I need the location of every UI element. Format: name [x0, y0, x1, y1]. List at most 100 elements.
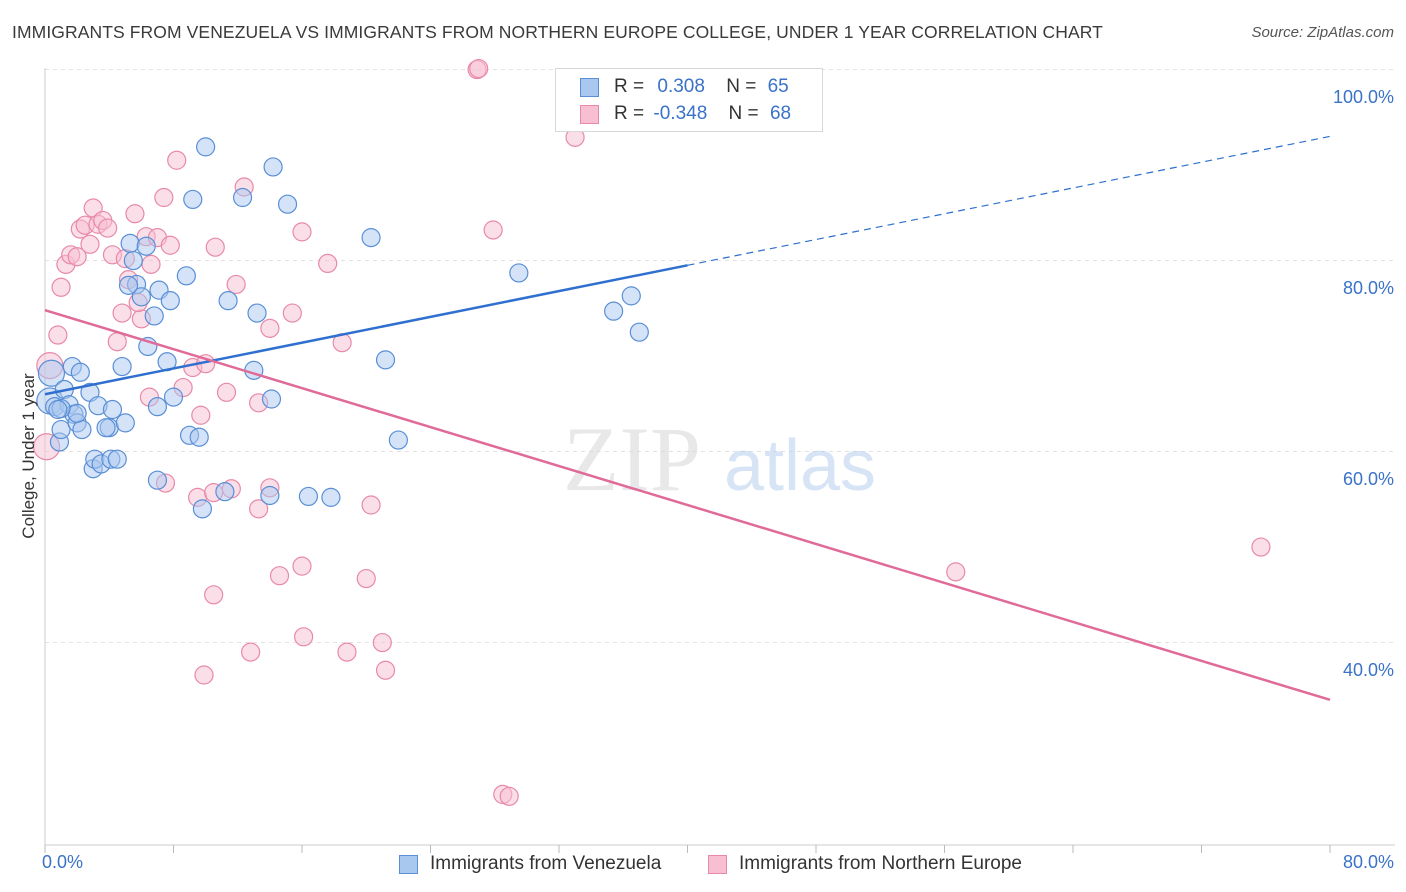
data-point-venezuela	[123, 250, 143, 271]
data-point-venezuela	[70, 362, 90, 382]
regression-extension-venezuela	[687, 135, 1331, 266]
data-point-venezuela	[509, 263, 529, 283]
data-point-northern-europe	[107, 332, 127, 352]
data-point-venezuela	[147, 470, 168, 490]
data-point-venezuela	[37, 359, 66, 387]
data-point-northern-europe	[51, 277, 71, 297]
data-point-venezuela	[160, 291, 180, 311]
data-point-venezuela	[192, 499, 213, 519]
x-tick-left: 0.0%	[42, 852, 84, 872]
data-point-northern-europe	[356, 568, 376, 589]
series-legend: Immigrants from Venezuela Immigrants fro…	[0, 852, 1406, 878]
legend-swatch-venezuela	[580, 78, 599, 97]
y-tick-40: 40.0%	[1342, 660, 1394, 680]
y-tick-100: 100.0%	[1332, 87, 1394, 107]
data-point-venezuela	[260, 485, 280, 506]
data-point-northern-europe	[292, 556, 312, 576]
data-point-venezuela	[163, 387, 184, 407]
data-point-venezuela	[102, 399, 123, 420]
data-point-venezuela	[247, 303, 267, 323]
regression-lines	[44, 135, 1331, 702]
data-point-venezuela	[67, 403, 87, 423]
data-point-northern-europe	[1251, 537, 1271, 557]
series-swatch-northern-europe	[708, 855, 727, 874]
data-point-venezuela	[261, 389, 282, 409]
data-point-northern-europe	[499, 786, 519, 806]
data-point-northern-europe	[48, 325, 68, 345]
data-point-venezuela	[131, 287, 151, 307]
data-point-venezuela	[629, 322, 649, 342]
data-point-venezuela	[115, 413, 135, 433]
chart-title: IMMIGRANTS FROM VENEZUELA VS IMMIGRANTS …	[12, 22, 1103, 42]
gridlines	[45, 69, 1395, 644]
data-point-northern-europe	[112, 303, 132, 323]
regression-line-venezuela	[44, 264, 688, 396]
legend-r-label: R =	[614, 103, 645, 124]
series-swatch-venezuela	[399, 855, 418, 874]
data-point-northern-europe	[337, 642, 357, 662]
data-point-venezuela	[604, 301, 624, 321]
data-point-northern-europe	[154, 187, 174, 208]
watermark-atlas: atlas	[724, 426, 876, 506]
data-point-northern-europe	[483, 220, 503, 240]
data-point-venezuela	[196, 137, 216, 157]
data-point-venezuela	[118, 275, 139, 295]
watermark-zip: ZIP	[563, 408, 701, 510]
data-point-northern-europe	[160, 235, 180, 255]
series-venezuela-points	[36, 137, 649, 519]
data-point-venezuela	[215, 482, 235, 502]
data-point-venezuela	[183, 189, 203, 210]
y-tick-80: 80.0%	[1342, 278, 1394, 298]
data-point-venezuela	[107, 449, 127, 469]
data-point-venezuela	[144, 306, 164, 326]
legend-n-label: N =	[728, 103, 759, 124]
series-label-northern-europe: Immigrants from Northern Europe	[739, 853, 1022, 874]
data-point-northern-europe	[194, 665, 214, 685]
legend-r-label: R =	[614, 76, 645, 97]
y-axis-label: College, Under 1 year	[19, 373, 38, 539]
data-point-northern-europe	[241, 642, 261, 662]
data-point-northern-europe	[167, 150, 187, 170]
data-point-northern-europe	[249, 499, 269, 519]
legend-r-value-northern-europe: -0.348	[653, 103, 708, 124]
y-tick-60: 60.0%	[1342, 469, 1394, 489]
x-tick-right: 80.0%	[1342, 852, 1394, 872]
data-point-venezuela	[298, 486, 319, 507]
data-point-venezuela	[189, 427, 209, 447]
data-point-venezuela	[232, 187, 253, 208]
legend-n-label: N =	[726, 76, 757, 97]
legend-swatch-northern-europe	[580, 105, 599, 124]
data-point-northern-europe	[67, 247, 87, 267]
data-point-venezuela	[361, 228, 381, 248]
data-point-northern-europe	[260, 318, 280, 338]
data-point-northern-europe	[361, 495, 381, 515]
data-point-venezuela	[48, 399, 68, 420]
data-point-northern-europe	[141, 254, 161, 274]
data-point-northern-europe	[318, 253, 338, 274]
data-point-northern-europe	[205, 237, 225, 257]
data-point-northern-europe	[282, 303, 302, 323]
regression-line-northern-europe	[44, 309, 1331, 702]
data-point-northern-europe	[216, 382, 237, 402]
data-point-northern-europe	[946, 562, 966, 582]
data-point-northern-europe	[80, 234, 100, 254]
data-point-venezuela	[218, 291, 238, 311]
data-point-venezuela	[72, 419, 92, 440]
legend-r-value-venezuela: 0.308	[657, 76, 705, 97]
data-point-venezuela	[176, 266, 196, 286]
data-point-venezuela	[321, 487, 341, 507]
data-point-northern-europe	[372, 632, 392, 653]
data-point-northern-europe	[469, 58, 489, 79]
data-point-venezuela	[96, 418, 116, 438]
data-point-venezuela	[136, 236, 156, 256]
legend-n-value-venezuela: 65	[767, 76, 789, 97]
data-point-northern-europe	[125, 204, 145, 224]
data-point-venezuela	[263, 157, 283, 177]
data-point-venezuela	[51, 419, 71, 440]
source-credit: Source: ZipAtlas.com	[1251, 24, 1394, 41]
data-point-northern-europe	[269, 566, 290, 586]
data-point-venezuela	[375, 350, 396, 370]
data-point-venezuela	[388, 430, 408, 450]
zipatlas-watermark: ZIP atlas	[563, 408, 876, 510]
